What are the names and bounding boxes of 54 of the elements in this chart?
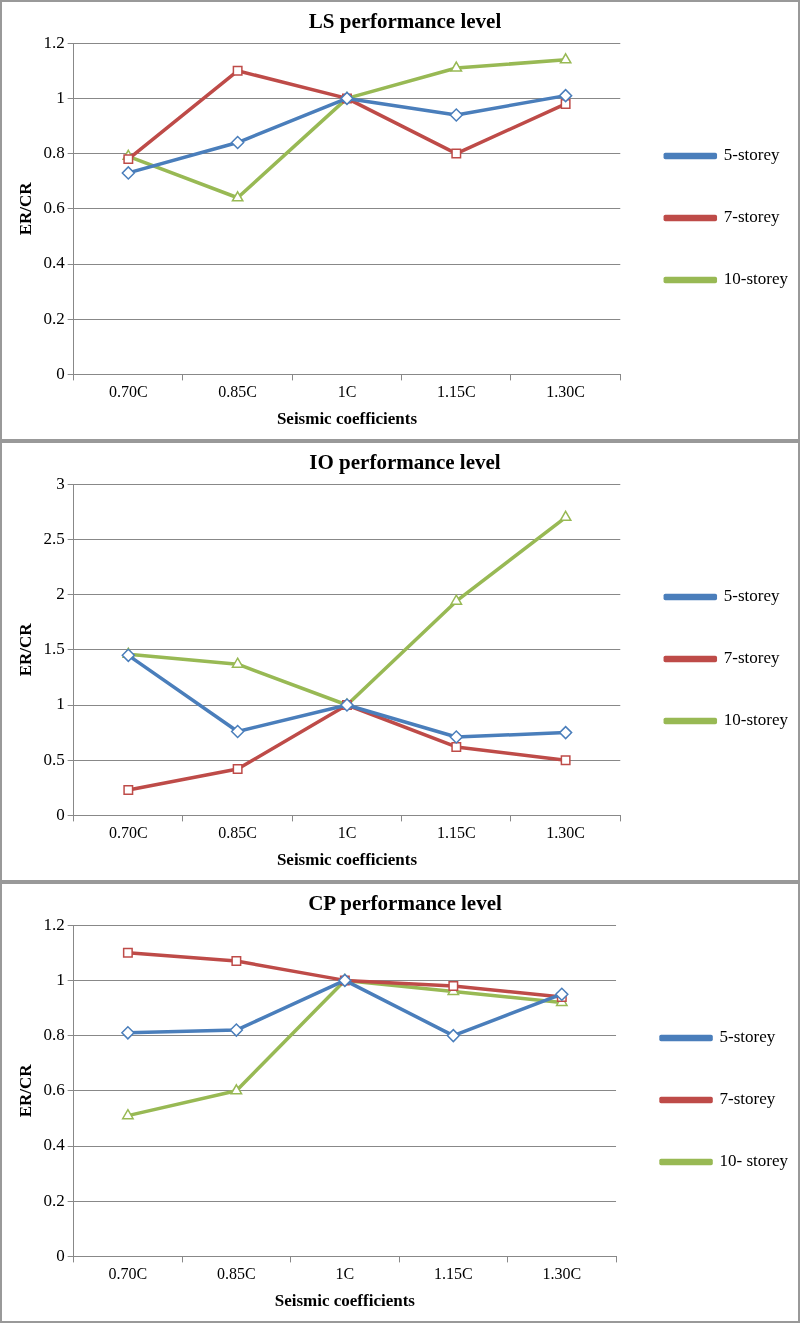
x-tick-label: 1C — [337, 824, 357, 842]
y-tick-label: 2.5 — [43, 528, 65, 548]
x-tick-label: 1.15C — [436, 824, 476, 842]
x-tick-label: 1C — [337, 383, 357, 401]
x-tick-label: 1C — [335, 1265, 355, 1283]
x-tick-label: 0.70C — [108, 383, 148, 401]
y-tick-label: 0.4 — [43, 253, 66, 273]
x-tick-label: 0.85C — [218, 824, 257, 842]
legend-label: 7-storey — [723, 648, 780, 668]
legend-label: 5-storey — [723, 145, 780, 165]
legend-label: 7-storey — [723, 207, 780, 227]
x-tick-label: 1.30C — [542, 1265, 582, 1283]
y-tick-label: 0 — [56, 804, 65, 824]
y-tick-label: 0.6 — [43, 1080, 65, 1100]
y-axis-title: ER/CR — [15, 1063, 35, 1118]
y-axis-title: ER/CR — [15, 181, 35, 236]
x-axis-title: Seismic coefficients — [274, 1291, 416, 1311]
legend-label: 5-storey — [723, 586, 780, 606]
y-tick-label: 0.5 — [43, 749, 65, 769]
y-axis-title: ER/CR — [15, 622, 35, 677]
y-tick-label: 0.8 — [43, 143, 65, 163]
x-tick-label: 0.85C — [218, 383, 257, 401]
y-tick-label: 0 — [56, 1245, 65, 1265]
x-axis-title: Seismic coefficients — [276, 850, 418, 870]
y-tick-label: 1 — [56, 969, 65, 989]
chart-title: CP performance level — [308, 891, 502, 916]
chart-title: LS performance level — [308, 9, 502, 34]
y-tick-label: 0.8 — [43, 1025, 65, 1045]
legend-label: 10- storey — [719, 1151, 789, 1171]
x-axis-title: Seismic coefficients — [276, 409, 418, 429]
y-tick-label: 2 — [56, 584, 65, 604]
legend-label: 10-storey — [723, 269, 789, 289]
y-tick-label: 1.2 — [43, 32, 65, 52]
x-tick-label: 1.15C — [433, 1265, 473, 1283]
legend-label: 10-storey — [723, 710, 789, 730]
y-tick-label: 0.6 — [43, 198, 65, 218]
legend-label: 5-storey — [719, 1027, 776, 1047]
x-tick-label: 0.85C — [217, 1265, 256, 1283]
y-tick-label: 3 — [56, 473, 65, 493]
y-tick-label: 1.2 — [43, 914, 65, 934]
y-tick-label: 0.4 — [43, 1135, 66, 1155]
x-tick-label: 0.70C — [108, 1265, 148, 1283]
legend-label: 7-storey — [719, 1089, 776, 1109]
x-tick-label: 0.70C — [108, 824, 148, 842]
chart-title: IO performance level — [309, 450, 501, 475]
x-tick-label: 1.30C — [546, 383, 585, 401]
y-tick-label: 0.2 — [43, 1190, 65, 1210]
x-tick-label: 1.30C — [546, 824, 585, 842]
y-tick-label: 0 — [56, 363, 65, 383]
y-tick-label: 0.2 — [43, 308, 65, 328]
y-tick-label: 1.5 — [43, 639, 65, 659]
y-tick-label: 1 — [56, 87, 65, 107]
y-tick-label: 1 — [56, 694, 65, 714]
x-tick-label: 1.15C — [436, 383, 476, 401]
